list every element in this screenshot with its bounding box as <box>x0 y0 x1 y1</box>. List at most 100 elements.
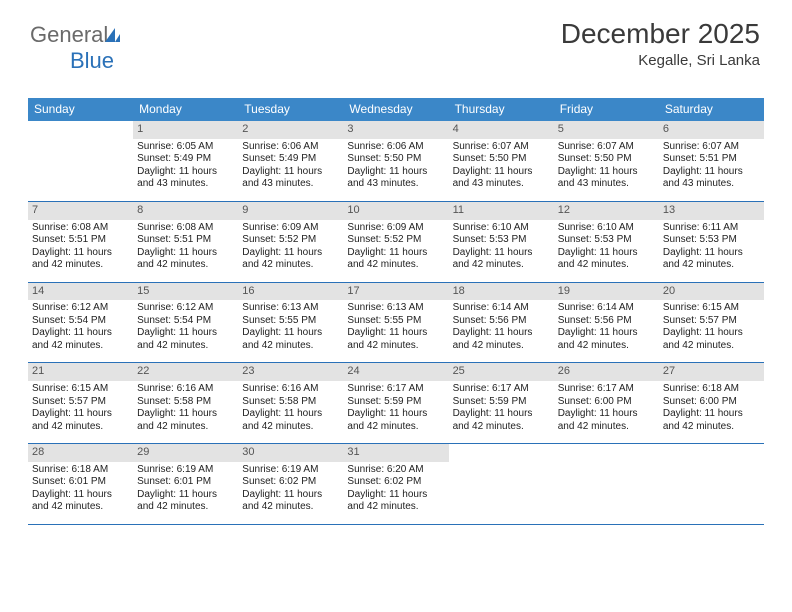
daylight-text: Daylight: 11 hours and 42 minutes. <box>558 408 655 433</box>
calendar-day-cell: 11Sunrise: 6:10 AMSunset: 5:53 PMDayligh… <box>449 202 554 282</box>
sunset-text: Sunset: 5:50 PM <box>453 153 550 166</box>
day-number: 7 <box>28 202 133 220</box>
sunset-text: Sunset: 5:56 PM <box>558 315 655 328</box>
calendar-day-cell: 10Sunrise: 6:09 AMSunset: 5:52 PMDayligh… <box>343 202 448 282</box>
sunset-text: Sunset: 5:49 PM <box>242 153 339 166</box>
location-label: Kegalle, Sri Lanka <box>561 52 760 69</box>
day-body: Sunrise: 6:09 AMSunset: 5:52 PMDaylight:… <box>343 220 448 282</box>
calendar-day-cell: 27Sunrise: 6:18 AMSunset: 6:00 PMDayligh… <box>659 363 764 443</box>
calendar-day-cell: 30Sunrise: 6:19 AMSunset: 6:02 PMDayligh… <box>238 444 343 524</box>
logo-text-1: General <box>30 22 108 47</box>
daylight-text: Daylight: 11 hours and 42 minutes. <box>347 408 444 433</box>
day-body: Sunrise: 6:14 AMSunset: 5:56 PMDaylight:… <box>554 300 659 362</box>
calendar-day-cell: 13Sunrise: 6:11 AMSunset: 5:53 PMDayligh… <box>659 202 764 282</box>
sunset-text: Sunset: 6:01 PM <box>137 476 234 489</box>
calendar-day-cell <box>449 444 554 524</box>
daylight-text: Daylight: 11 hours and 42 minutes. <box>32 408 129 433</box>
daylight-text: Daylight: 11 hours and 42 minutes. <box>242 247 339 272</box>
calendar-header-cell: Saturday <box>659 98 764 121</box>
day-body: Sunrise: 6:14 AMSunset: 5:56 PMDaylight:… <box>449 300 554 362</box>
day-number: 15 <box>133 283 238 301</box>
calendar-day-cell: 16Sunrise: 6:13 AMSunset: 5:55 PMDayligh… <box>238 283 343 363</box>
sunrise-text: Sunrise: 6:08 AM <box>137 222 234 235</box>
sunset-text: Sunset: 5:57 PM <box>32 396 129 409</box>
daylight-text: Daylight: 11 hours and 43 minutes. <box>558 166 655 191</box>
day-body <box>28 139 133 201</box>
calendar-day-cell: 5Sunrise: 6:07 AMSunset: 5:50 PMDaylight… <box>554 121 659 201</box>
sunset-text: Sunset: 6:01 PM <box>32 476 129 489</box>
day-body <box>449 462 554 524</box>
sunrise-text: Sunrise: 6:14 AM <box>558 302 655 315</box>
logo-triangle-icon <box>105 28 115 42</box>
calendar-day-cell: 1Sunrise: 6:05 AMSunset: 5:49 PMDaylight… <box>133 121 238 201</box>
daylight-text: Daylight: 11 hours and 42 minutes. <box>32 247 129 272</box>
calendar-day-cell: 17Sunrise: 6:13 AMSunset: 5:55 PMDayligh… <box>343 283 448 363</box>
calendar-day-cell: 19Sunrise: 6:14 AMSunset: 5:56 PMDayligh… <box>554 283 659 363</box>
day-number: 27 <box>659 363 764 381</box>
daylight-text: Daylight: 11 hours and 42 minutes. <box>558 327 655 352</box>
sunrise-text: Sunrise: 6:15 AM <box>663 302 760 315</box>
calendar-day-cell: 6Sunrise: 6:07 AMSunset: 5:51 PMDaylight… <box>659 121 764 201</box>
daylight-text: Daylight: 11 hours and 42 minutes. <box>347 247 444 272</box>
day-number: 29 <box>133 444 238 462</box>
day-number: 30 <box>238 444 343 462</box>
calendar-day-cell: 25Sunrise: 6:17 AMSunset: 5:59 PMDayligh… <box>449 363 554 443</box>
calendar-day-cell: 31Sunrise: 6:20 AMSunset: 6:02 PMDayligh… <box>343 444 448 524</box>
daylight-text: Daylight: 11 hours and 42 minutes. <box>453 408 550 433</box>
day-number: 16 <box>238 283 343 301</box>
daylight-text: Daylight: 11 hours and 43 minutes. <box>347 166 444 191</box>
daylight-text: Daylight: 11 hours and 43 minutes. <box>137 166 234 191</box>
calendar-header-cell: Sunday <box>28 98 133 121</box>
calendar-week-row: 1Sunrise: 6:05 AMSunset: 5:49 PMDaylight… <box>28 121 764 202</box>
calendar-day-cell: 23Sunrise: 6:16 AMSunset: 5:58 PMDayligh… <box>238 363 343 443</box>
sunrise-text: Sunrise: 6:12 AM <box>32 302 129 315</box>
sunset-text: Sunset: 5:57 PM <box>663 315 760 328</box>
calendar-day-cell: 14Sunrise: 6:12 AMSunset: 5:54 PMDayligh… <box>28 283 133 363</box>
day-body: Sunrise: 6:06 AMSunset: 5:50 PMDaylight:… <box>343 139 448 201</box>
sunrise-text: Sunrise: 6:18 AM <box>663 383 760 396</box>
sunrise-text: Sunrise: 6:07 AM <box>558 141 655 154</box>
day-body: Sunrise: 6:10 AMSunset: 5:53 PMDaylight:… <box>449 220 554 282</box>
sunset-text: Sunset: 6:00 PM <box>558 396 655 409</box>
calendar-header-cell: Friday <box>554 98 659 121</box>
sunset-text: Sunset: 5:55 PM <box>242 315 339 328</box>
calendar-day-cell <box>659 444 764 524</box>
sunset-text: Sunset: 5:53 PM <box>453 234 550 247</box>
day-number: 26 <box>554 363 659 381</box>
calendar-day-cell: 15Sunrise: 6:12 AMSunset: 5:54 PMDayligh… <box>133 283 238 363</box>
calendar-header-cell: Thursday <box>449 98 554 121</box>
day-body: Sunrise: 6:07 AMSunset: 5:51 PMDaylight:… <box>659 139 764 201</box>
day-number: 25 <box>449 363 554 381</box>
day-body: Sunrise: 6:08 AMSunset: 5:51 PMDaylight:… <box>133 220 238 282</box>
sunset-text: Sunset: 6:02 PM <box>347 476 444 489</box>
daylight-text: Daylight: 11 hours and 42 minutes. <box>242 327 339 352</box>
daylight-text: Daylight: 11 hours and 43 minutes. <box>453 166 550 191</box>
sunrise-text: Sunrise: 6:07 AM <box>663 141 760 154</box>
day-body: Sunrise: 6:13 AMSunset: 5:55 PMDaylight:… <box>238 300 343 362</box>
day-body: Sunrise: 6:09 AMSunset: 5:52 PMDaylight:… <box>238 220 343 282</box>
logo-triangle-icon-small <box>115 34 120 42</box>
daylight-text: Daylight: 11 hours and 42 minutes. <box>137 489 234 514</box>
day-body: Sunrise: 6:12 AMSunset: 5:54 PMDaylight:… <box>133 300 238 362</box>
calendar-week-row: 7Sunrise: 6:08 AMSunset: 5:51 PMDaylight… <box>28 202 764 283</box>
day-body: Sunrise: 6:20 AMSunset: 6:02 PMDaylight:… <box>343 462 448 524</box>
calendar-day-cell: 12Sunrise: 6:10 AMSunset: 5:53 PMDayligh… <box>554 202 659 282</box>
title-block: December 2025 Kegalle, Sri Lanka <box>561 18 760 69</box>
sunset-text: Sunset: 5:51 PM <box>137 234 234 247</box>
sunrise-text: Sunrise: 6:17 AM <box>558 383 655 396</box>
sunrise-text: Sunrise: 6:14 AM <box>453 302 550 315</box>
day-number: 3 <box>343 121 448 139</box>
calendar-day-cell: 3Sunrise: 6:06 AMSunset: 5:50 PMDaylight… <box>343 121 448 201</box>
calendar-week-row: 21Sunrise: 6:15 AMSunset: 5:57 PMDayligh… <box>28 363 764 444</box>
calendar-day-cell: 24Sunrise: 6:17 AMSunset: 5:59 PMDayligh… <box>343 363 448 443</box>
sunrise-text: Sunrise: 6:17 AM <box>347 383 444 396</box>
day-number: 9 <box>238 202 343 220</box>
day-body: Sunrise: 6:17 AMSunset: 5:59 PMDaylight:… <box>343 381 448 443</box>
sunrise-text: Sunrise: 6:10 AM <box>558 222 655 235</box>
daylight-text: Daylight: 11 hours and 42 minutes. <box>242 489 339 514</box>
day-body <box>659 462 764 524</box>
day-number: 20 <box>659 283 764 301</box>
sunset-text: Sunset: 5:54 PM <box>137 315 234 328</box>
daylight-text: Daylight: 11 hours and 42 minutes. <box>347 327 444 352</box>
sunrise-text: Sunrise: 6:05 AM <box>137 141 234 154</box>
